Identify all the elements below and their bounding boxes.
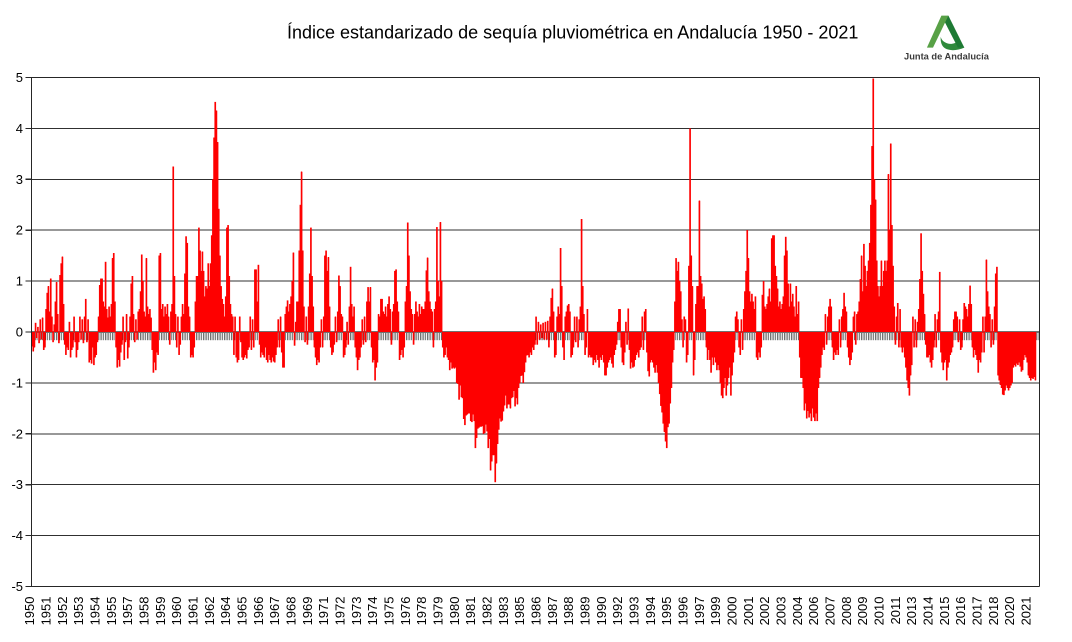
svg-text:1983: 1983 — [496, 597, 511, 626]
svg-text:2: 2 — [16, 223, 23, 238]
svg-text:1974: 1974 — [365, 597, 380, 626]
svg-text:2006: 2006 — [806, 597, 821, 626]
svg-text:1979: 1979 — [430, 597, 445, 626]
svg-text:1972: 1972 — [332, 597, 347, 626]
svg-text:2011: 2011 — [888, 597, 903, 625]
svg-text:2013: 2013 — [904, 597, 919, 626]
svg-text:-2: -2 — [11, 426, 23, 441]
svg-text:1981: 1981 — [463, 597, 478, 626]
svg-text:1988: 1988 — [561, 597, 576, 626]
svg-text:1989: 1989 — [577, 597, 592, 626]
svg-text:1959: 1959 — [153, 597, 168, 626]
svg-text:3: 3 — [16, 172, 23, 187]
svg-text:1962: 1962 — [202, 597, 217, 626]
svg-text:1951: 1951 — [38, 597, 53, 626]
svg-text:1999: 1999 — [708, 597, 723, 626]
svg-text:4: 4 — [16, 121, 23, 136]
svg-text:2001: 2001 — [741, 597, 756, 626]
svg-text:2010: 2010 — [871, 597, 886, 626]
svg-text:1973: 1973 — [349, 597, 364, 626]
svg-text:1996: 1996 — [675, 597, 690, 626]
svg-text:1993: 1993 — [626, 597, 641, 626]
svg-text:1955: 1955 — [104, 597, 119, 626]
svg-text:-4: -4 — [11, 528, 23, 543]
svg-text:2003: 2003 — [773, 597, 788, 626]
svg-text:1985: 1985 — [512, 597, 527, 626]
svg-text:1958: 1958 — [136, 597, 151, 626]
svg-text:2004: 2004 — [790, 597, 805, 626]
svg-text:-3: -3 — [11, 477, 23, 492]
svg-text:1980: 1980 — [447, 597, 462, 626]
svg-text:2000: 2000 — [724, 597, 739, 626]
svg-text:5: 5 — [16, 70, 23, 85]
svg-text:1971: 1971 — [316, 597, 331, 626]
svg-text:2014: 2014 — [920, 597, 935, 626]
svg-text:1968: 1968 — [283, 597, 298, 626]
svg-text:1994: 1994 — [643, 597, 658, 626]
svg-text:1950: 1950 — [22, 597, 37, 626]
svg-text:1953: 1953 — [71, 597, 86, 626]
svg-text:1992: 1992 — [610, 597, 625, 626]
svg-text:2021: 2021 — [1018, 597, 1033, 626]
svg-text:1960: 1960 — [169, 597, 184, 626]
svg-text:1969: 1969 — [300, 597, 315, 626]
svg-text:2002: 2002 — [757, 597, 772, 626]
svg-text:1995: 1995 — [659, 597, 674, 626]
svg-text:1966: 1966 — [251, 597, 266, 626]
svg-text:2007: 2007 — [822, 597, 837, 626]
svg-text:1964: 1964 — [218, 597, 233, 626]
svg-text:1975: 1975 — [381, 597, 396, 626]
svg-text:2017: 2017 — [969, 597, 984, 626]
svg-text:1986: 1986 — [528, 597, 543, 626]
svg-text:Índice estandarizado de sequía: Índice estandarizado de sequía pluviomét… — [287, 23, 858, 43]
svg-text:1952: 1952 — [55, 597, 70, 626]
svg-text:2015: 2015 — [937, 597, 952, 626]
svg-text:2018: 2018 — [986, 597, 1001, 626]
svg-text:1967: 1967 — [267, 597, 282, 626]
svg-text:2016: 2016 — [953, 597, 968, 626]
svg-text:1961: 1961 — [185, 597, 200, 626]
svg-text:1954: 1954 — [87, 597, 102, 626]
svg-text:1965: 1965 — [234, 597, 249, 626]
svg-text:1976: 1976 — [398, 597, 413, 626]
svg-text:0: 0 — [16, 325, 23, 340]
svg-text:1957: 1957 — [120, 597, 135, 626]
svg-text:1: 1 — [16, 274, 23, 289]
svg-text:-5: -5 — [11, 579, 23, 594]
svg-text:2008: 2008 — [839, 597, 854, 626]
svg-text:-1: -1 — [11, 375, 23, 390]
svg-text:Junta de Andalucía: Junta de Andalucía — [904, 52, 990, 62]
svg-text:2020: 2020 — [1002, 597, 1017, 626]
svg-text:1987: 1987 — [545, 597, 560, 626]
svg-text:1990: 1990 — [594, 597, 609, 626]
svg-text:1997: 1997 — [692, 597, 707, 626]
svg-text:1978: 1978 — [414, 597, 429, 626]
svg-text:1982: 1982 — [479, 597, 494, 626]
svg-text:2009: 2009 — [855, 597, 870, 626]
